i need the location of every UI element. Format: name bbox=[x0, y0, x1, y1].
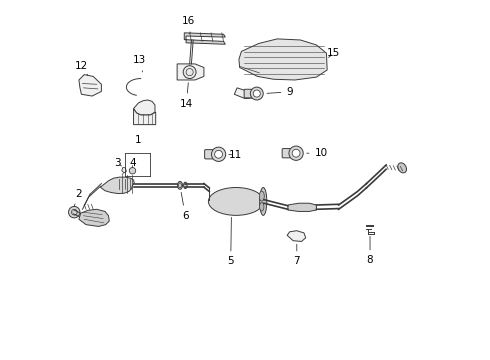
Text: 8: 8 bbox=[367, 237, 373, 265]
Ellipse shape bbox=[398, 163, 407, 173]
Ellipse shape bbox=[208, 188, 264, 215]
Ellipse shape bbox=[260, 203, 264, 211]
Text: 5: 5 bbox=[227, 217, 234, 266]
Polygon shape bbox=[79, 75, 101, 96]
Text: 10: 10 bbox=[307, 148, 328, 158]
Text: 4: 4 bbox=[129, 158, 136, 168]
Text: 13: 13 bbox=[133, 55, 146, 72]
Text: 16: 16 bbox=[182, 17, 195, 33]
Circle shape bbox=[183, 66, 196, 78]
Text: 1: 1 bbox=[135, 135, 141, 145]
Circle shape bbox=[211, 147, 226, 161]
FancyBboxPatch shape bbox=[205, 150, 213, 159]
Polygon shape bbox=[288, 203, 317, 211]
Circle shape bbox=[215, 150, 222, 158]
Ellipse shape bbox=[260, 188, 267, 215]
Circle shape bbox=[253, 90, 260, 97]
Circle shape bbox=[292, 149, 300, 157]
Ellipse shape bbox=[184, 182, 187, 189]
Polygon shape bbox=[177, 64, 204, 80]
Ellipse shape bbox=[177, 181, 182, 189]
Text: 12: 12 bbox=[75, 62, 88, 75]
Text: 9: 9 bbox=[267, 87, 293, 97]
Text: 2: 2 bbox=[74, 189, 81, 206]
Text: 11: 11 bbox=[228, 150, 242, 160]
Circle shape bbox=[129, 167, 136, 174]
Ellipse shape bbox=[259, 191, 264, 201]
Polygon shape bbox=[239, 39, 327, 80]
Circle shape bbox=[250, 87, 263, 100]
Polygon shape bbox=[134, 109, 156, 125]
Circle shape bbox=[69, 206, 80, 218]
Text: 6: 6 bbox=[181, 192, 189, 221]
Circle shape bbox=[289, 146, 303, 160]
Polygon shape bbox=[184, 33, 225, 44]
Polygon shape bbox=[122, 167, 126, 173]
Polygon shape bbox=[134, 100, 155, 115]
Polygon shape bbox=[234, 88, 256, 99]
Text: 15: 15 bbox=[327, 48, 340, 58]
Text: 14: 14 bbox=[180, 83, 193, 109]
Polygon shape bbox=[287, 231, 306, 242]
Text: 7: 7 bbox=[294, 244, 300, 266]
Polygon shape bbox=[100, 177, 134, 194]
FancyBboxPatch shape bbox=[244, 89, 252, 98]
Text: ⬡: ⬡ bbox=[71, 209, 77, 215]
Polygon shape bbox=[79, 209, 109, 226]
Text: 3: 3 bbox=[115, 158, 122, 168]
FancyBboxPatch shape bbox=[282, 149, 291, 158]
